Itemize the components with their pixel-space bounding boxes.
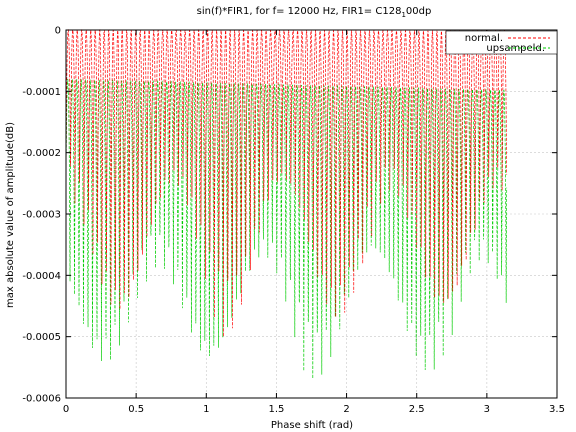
x-tick-label: 1.5 bbox=[268, 404, 284, 415]
x-tick-label: 0.5 bbox=[128, 404, 144, 415]
legend: normal. upsampeld. bbox=[445, 30, 558, 55]
y-tick-label: -0.0006 bbox=[22, 394, 61, 405]
ticks: 0 0.5 1 1.5 2 2.5 3 3.5 0 -0.0001 -0.0002 -0.0003 -0… bbox=[22, 26, 565, 416]
x-tick-label: 2.5 bbox=[409, 404, 425, 415]
y-tick-label: -0.0003 bbox=[22, 210, 61, 221]
series-line-upsampeld bbox=[65, 78, 508, 379]
chart-title: sin(f)*FIR1, for f= 12000 Hz, FIR1= C128… bbox=[197, 6, 432, 19]
x-tick-label: 1 bbox=[203, 404, 209, 415]
y-tick-label: -0.0004 bbox=[22, 271, 61, 282]
y-tick-label: -0.0002 bbox=[22, 148, 61, 159]
x-tick-label: 2 bbox=[343, 404, 349, 415]
legend-entry-normal: normal. bbox=[465, 33, 550, 44]
legend-entry-upsampeld: upsampeld. bbox=[486, 43, 550, 54]
legend-label-normal: normal. bbox=[465, 33, 503, 44]
y-tick-label: -0.0005 bbox=[22, 332, 61, 343]
chart-title-subscript: 1 bbox=[401, 11, 405, 19]
y-axis-label: max absolute value of amplitude(dB) bbox=[5, 122, 16, 308]
chart-title-main: sin(f)*FIR1, for f= 12000 Hz, FIR1= C128 bbox=[197, 6, 402, 17]
x-tick-label: 0 bbox=[63, 404, 69, 415]
x-tick-label: 3.5 bbox=[549, 404, 565, 415]
y-tick-label: -0.0001 bbox=[22, 87, 61, 98]
x-tick-label: 3 bbox=[484, 404, 490, 415]
series-line-normal bbox=[65, 28, 508, 337]
x-axis-label: Phase shift (rad) bbox=[271, 420, 353, 431]
series-layer bbox=[65, 28, 508, 379]
chart-title-tail: 00dp bbox=[406, 6, 431, 17]
y-tick-label: 0 bbox=[55, 26, 61, 37]
